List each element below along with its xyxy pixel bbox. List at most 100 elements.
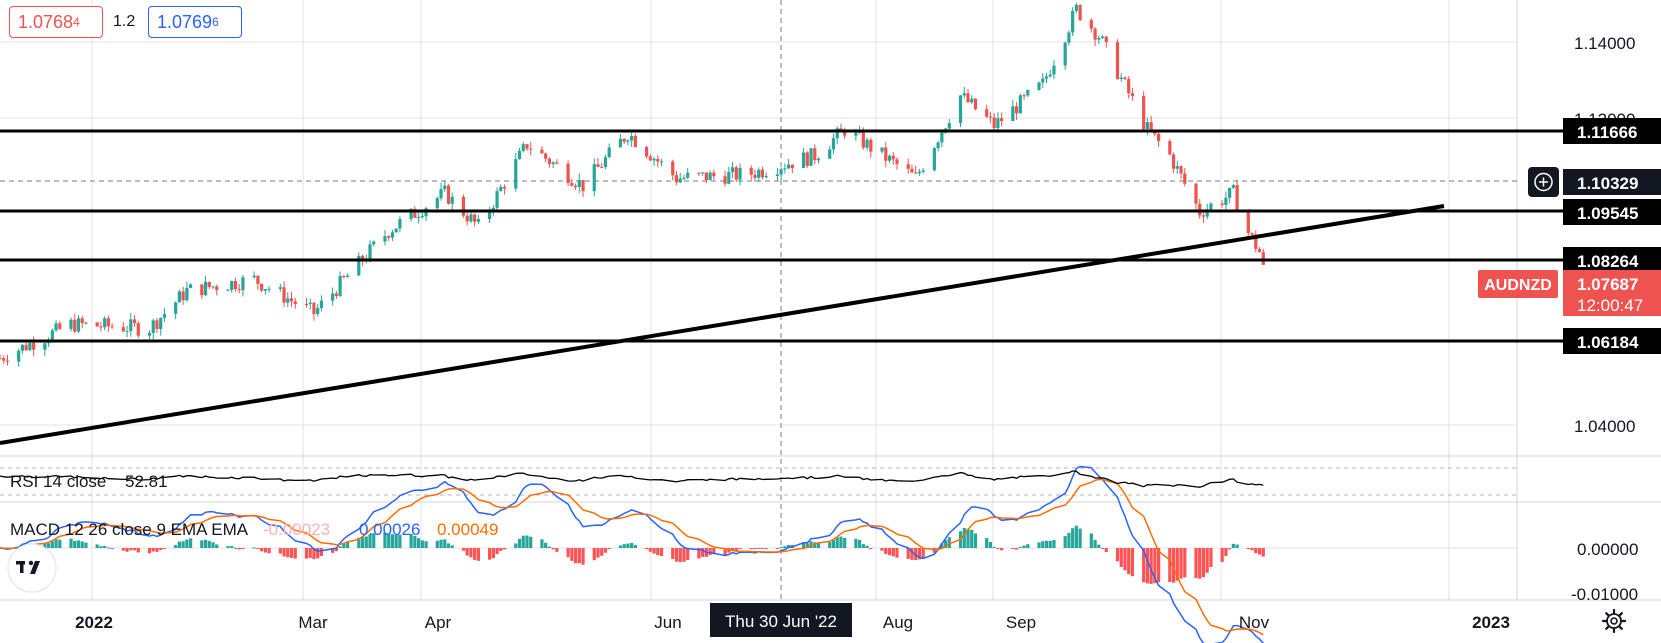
candle-body <box>226 289 230 291</box>
candle-body <box>439 189 443 199</box>
macd-signal-line <box>0 478 1264 636</box>
price-tick: 1.14000 <box>1574 34 1635 53</box>
candle-body <box>992 117 996 129</box>
macd-hist-bar <box>1220 548 1224 562</box>
candle-body <box>125 330 129 332</box>
macd-hist-bar <box>1179 548 1183 579</box>
crosshair-price-label: 1.10329 <box>1563 169 1661 195</box>
rsi-legend[interactable]: RSI 14 close 52.81 <box>10 472 168 491</box>
macd-hist-bar <box>469 548 473 558</box>
macd-hist-bar <box>409 533 413 548</box>
add-alert-button[interactable] <box>1528 167 1559 197</box>
macd-hist-bar <box>334 548 338 552</box>
candle-body <box>1074 4 1078 11</box>
macd-hist-bar <box>659 548 664 557</box>
level-label: 1.08264 <box>1563 247 1661 273</box>
candle-body <box>17 350 21 362</box>
candle-body <box>181 291 185 301</box>
trendline[interactable] <box>0 204 1445 445</box>
macd-hist-bar <box>607 548 611 550</box>
macd-hist-bar <box>551 548 555 550</box>
macd-hist-bar <box>398 534 402 548</box>
macd-hist-bar <box>600 548 604 556</box>
settings-gear-icon[interactable] <box>1601 608 1627 634</box>
candle-body <box>1100 36 1105 39</box>
candle-body <box>603 157 608 167</box>
level-label: 1.09545 <box>1563 199 1661 225</box>
candle-body <box>525 144 529 149</box>
macd-hist-bar <box>985 538 989 548</box>
candle-body <box>136 323 140 336</box>
ask-price: 1.0769 <box>157 12 213 32</box>
candle-body <box>450 196 454 204</box>
macd-hist-bar <box>147 548 152 554</box>
macd-hist-bar <box>644 548 649 549</box>
macd-hist-bar <box>738 548 742 549</box>
macd-hist-bar <box>1157 548 1161 583</box>
macd-hist-bar <box>345 541 350 548</box>
candle-body <box>573 185 578 188</box>
horizontal-levels[interactable] <box>0 129 1565 343</box>
candle-body <box>1014 106 1019 114</box>
macd-hist-bar <box>1097 544 1101 548</box>
macd-hist-bar <box>1175 548 1179 581</box>
macd-hist-bar <box>805 543 809 548</box>
macd-hist-bar <box>1194 548 1198 579</box>
macd-hist-bar <box>813 542 817 548</box>
plus-circle-icon <box>1534 172 1553 192</box>
macd-hist-bar <box>1201 548 1206 578</box>
macd-hist-bar <box>1142 548 1146 583</box>
candle-body <box>1201 215 1206 217</box>
crosshair-date-label: Thu 30 Jun '22 <box>710 603 852 637</box>
macd-hist-bar <box>110 548 114 549</box>
candle-body <box>293 301 297 305</box>
tradingview-logo[interactable] <box>7 543 57 593</box>
macd-hist-bar <box>1228 548 1232 550</box>
macd-hist-bar <box>910 548 914 560</box>
macd-hist-bar <box>1224 548 1228 556</box>
candle-body <box>1250 233 1254 235</box>
macd-hist-bar <box>757 547 761 549</box>
svg-text:Thu 30 Jun '22: Thu 30 Jun '22 <box>725 612 837 631</box>
macd-hist-bar <box>1209 548 1213 567</box>
candle-body <box>1097 38 1101 40</box>
macd-hist-bar <box>962 528 966 548</box>
ask-price-box[interactable]: 1.07696 <box>148 6 242 38</box>
candle-body <box>1224 197 1228 205</box>
candle-body <box>207 281 211 287</box>
macd-hist-bar <box>775 548 779 549</box>
macd-hist-bar <box>1000 548 1004 551</box>
svg-text:1.06184: 1.06184 <box>1577 333 1639 352</box>
candle-body <box>958 95 963 124</box>
macd-histogram <box>0 525 1265 584</box>
candle-body <box>753 174 757 178</box>
macd-hist-bar <box>162 548 167 549</box>
macd-hist-bar <box>1074 525 1078 548</box>
candle-body <box>1067 32 1071 43</box>
candle-body <box>446 185 451 204</box>
candle-body <box>308 302 312 305</box>
macd-hist-bar <box>252 547 256 549</box>
candle-body <box>1044 76 1049 79</box>
candle-body <box>727 171 731 184</box>
bid-price-box[interactable]: 1.07684 <box>9 6 103 38</box>
candle-body <box>600 166 604 168</box>
candle-body <box>357 255 361 276</box>
macd-hist-bar <box>267 548 271 554</box>
candle-body <box>775 174 779 177</box>
candle-body <box>1048 74 1052 77</box>
macd-hist-bar <box>106 547 110 549</box>
macd-hist-bar <box>1205 548 1209 573</box>
macd-hist-bar <box>342 543 346 548</box>
macd-hist-bar <box>151 548 155 552</box>
macd-legend[interactable]: MACD 12 26 close 9 EMA EMA -0.00023 0.00… <box>10 520 498 539</box>
candle-body <box>0 358 2 360</box>
macd-hist-bar <box>970 529 974 548</box>
candle-body <box>570 183 574 186</box>
macd-hist-bar <box>835 537 839 548</box>
macd-hist-bar <box>260 548 264 552</box>
svg-text:1.09545: 1.09545 <box>1577 204 1638 223</box>
time-label: Aug <box>883 613 913 632</box>
candle-body <box>686 172 690 178</box>
